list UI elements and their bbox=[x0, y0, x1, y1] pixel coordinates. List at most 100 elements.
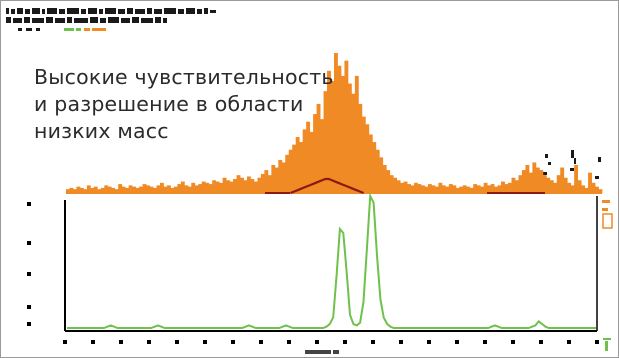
orange-bar bbox=[448, 184, 453, 193]
orange-bar bbox=[560, 167, 565, 193]
overlay-caption: Высокие чувствительность и разрешение в … bbox=[34, 64, 334, 145]
orange-bar bbox=[528, 172, 533, 193]
top-right-illegible-marks bbox=[543, 150, 601, 179]
orange-bar bbox=[501, 181, 505, 193]
orange-bar bbox=[400, 182, 405, 193]
orange-bar bbox=[250, 179, 255, 193]
orange-bar bbox=[198, 184, 203, 193]
orange-bar bbox=[302, 129, 307, 193]
orange-bar bbox=[274, 167, 279, 193]
orange-bar bbox=[455, 187, 460, 193]
orange-bar bbox=[173, 186, 178, 193]
orange-bar bbox=[549, 180, 554, 193]
orange-bar bbox=[577, 180, 582, 193]
orange-bar bbox=[191, 182, 196, 193]
orange-bar bbox=[581, 185, 585, 193]
bottom-tick bbox=[119, 340, 123, 344]
orange-bar bbox=[316, 103, 321, 193]
orange-bar bbox=[469, 187, 474, 193]
green-spectrum bbox=[67, 192, 596, 329]
orange-bar bbox=[462, 185, 467, 193]
orange-bar bbox=[389, 175, 394, 193]
orange-bar bbox=[588, 172, 592, 193]
orange-bar bbox=[135, 187, 140, 193]
orange-bar bbox=[434, 186, 439, 193]
left-tick bbox=[27, 241, 31, 245]
orange-bar bbox=[521, 170, 526, 193]
orange-bar bbox=[253, 181, 258, 193]
orange-bar bbox=[379, 157, 384, 193]
orange-bar bbox=[264, 170, 269, 193]
orange-bar bbox=[427, 184, 432, 193]
orange-bar bbox=[532, 162, 537, 193]
orange-bar bbox=[494, 186, 498, 193]
orange-bar bbox=[508, 182, 512, 193]
orange-bar bbox=[125, 187, 130, 193]
fitted-peak-curve bbox=[290, 177, 365, 195]
orange-bar bbox=[414, 182, 418, 193]
orange-bar bbox=[382, 165, 387, 193]
orange-bar bbox=[417, 184, 422, 193]
orange-bar bbox=[424, 186, 429, 193]
orange-bar bbox=[90, 187, 95, 193]
orange-bar bbox=[93, 186, 98, 193]
orange-bar bbox=[159, 182, 164, 193]
orange-bar bbox=[504, 184, 509, 193]
orange-bar bbox=[306, 121, 311, 193]
orange-bar bbox=[299, 142, 304, 193]
orange-bar bbox=[166, 185, 171, 193]
orange-bar bbox=[121, 186, 126, 193]
orange-bar bbox=[146, 185, 150, 193]
caption-line-3: низких масс bbox=[34, 119, 169, 143]
orange-bar bbox=[570, 185, 575, 193]
orange-bar bbox=[246, 176, 251, 193]
orange-bar bbox=[219, 182, 224, 193]
orange-bar bbox=[205, 182, 210, 193]
orange-bar bbox=[156, 185, 161, 193]
bottom-tick bbox=[203, 340, 207, 344]
orange-bar bbox=[309, 131, 314, 193]
orange-bar bbox=[386, 170, 391, 193]
orange-bar bbox=[271, 165, 276, 193]
bottom-tick bbox=[287, 340, 291, 344]
orange-bar bbox=[497, 185, 502, 193]
orange-bar bbox=[361, 116, 366, 193]
orange-baseline bbox=[66, 191, 602, 194]
orange-bar bbox=[396, 180, 401, 193]
orange-bar bbox=[240, 177, 244, 193]
orange-bar bbox=[320, 119, 324, 193]
orange-bar bbox=[511, 177, 516, 193]
orange-bar bbox=[180, 181, 185, 193]
orange-bar bbox=[118, 184, 123, 193]
orange-bar bbox=[542, 175, 547, 193]
orange-bar bbox=[344, 60, 349, 193]
orange-bar bbox=[514, 180, 519, 193]
orange-bar bbox=[591, 182, 596, 193]
bottom-tick bbox=[427, 340, 431, 344]
orange-bar bbox=[452, 185, 457, 193]
orange-bar bbox=[535, 167, 540, 193]
bottom-tick bbox=[567, 340, 571, 344]
orange-bar bbox=[410, 185, 415, 193]
orange-bar bbox=[337, 65, 342, 193]
bottom-tick bbox=[175, 340, 179, 344]
orange-bar bbox=[208, 184, 213, 193]
orange-bar bbox=[86, 185, 91, 193]
bottom-tick bbox=[147, 340, 151, 344]
orange-bar bbox=[107, 186, 112, 193]
orange-bar bbox=[539, 170, 544, 193]
orange-bar bbox=[278, 159, 283, 193]
caption-line-2: и разрешение в области bbox=[34, 92, 304, 116]
orange-bar bbox=[281, 162, 286, 193]
orange-bar bbox=[403, 181, 408, 193]
orange-bar bbox=[128, 185, 133, 193]
orange-bar bbox=[100, 187, 105, 193]
orange-bar bbox=[184, 185, 189, 193]
orange-bar bbox=[368, 134, 373, 193]
orange-bar bbox=[393, 177, 398, 193]
orange-bar bbox=[132, 186, 137, 193]
orange-bar bbox=[222, 177, 227, 193]
bottom-tick bbox=[511, 340, 515, 344]
left-tick bbox=[27, 272, 31, 276]
